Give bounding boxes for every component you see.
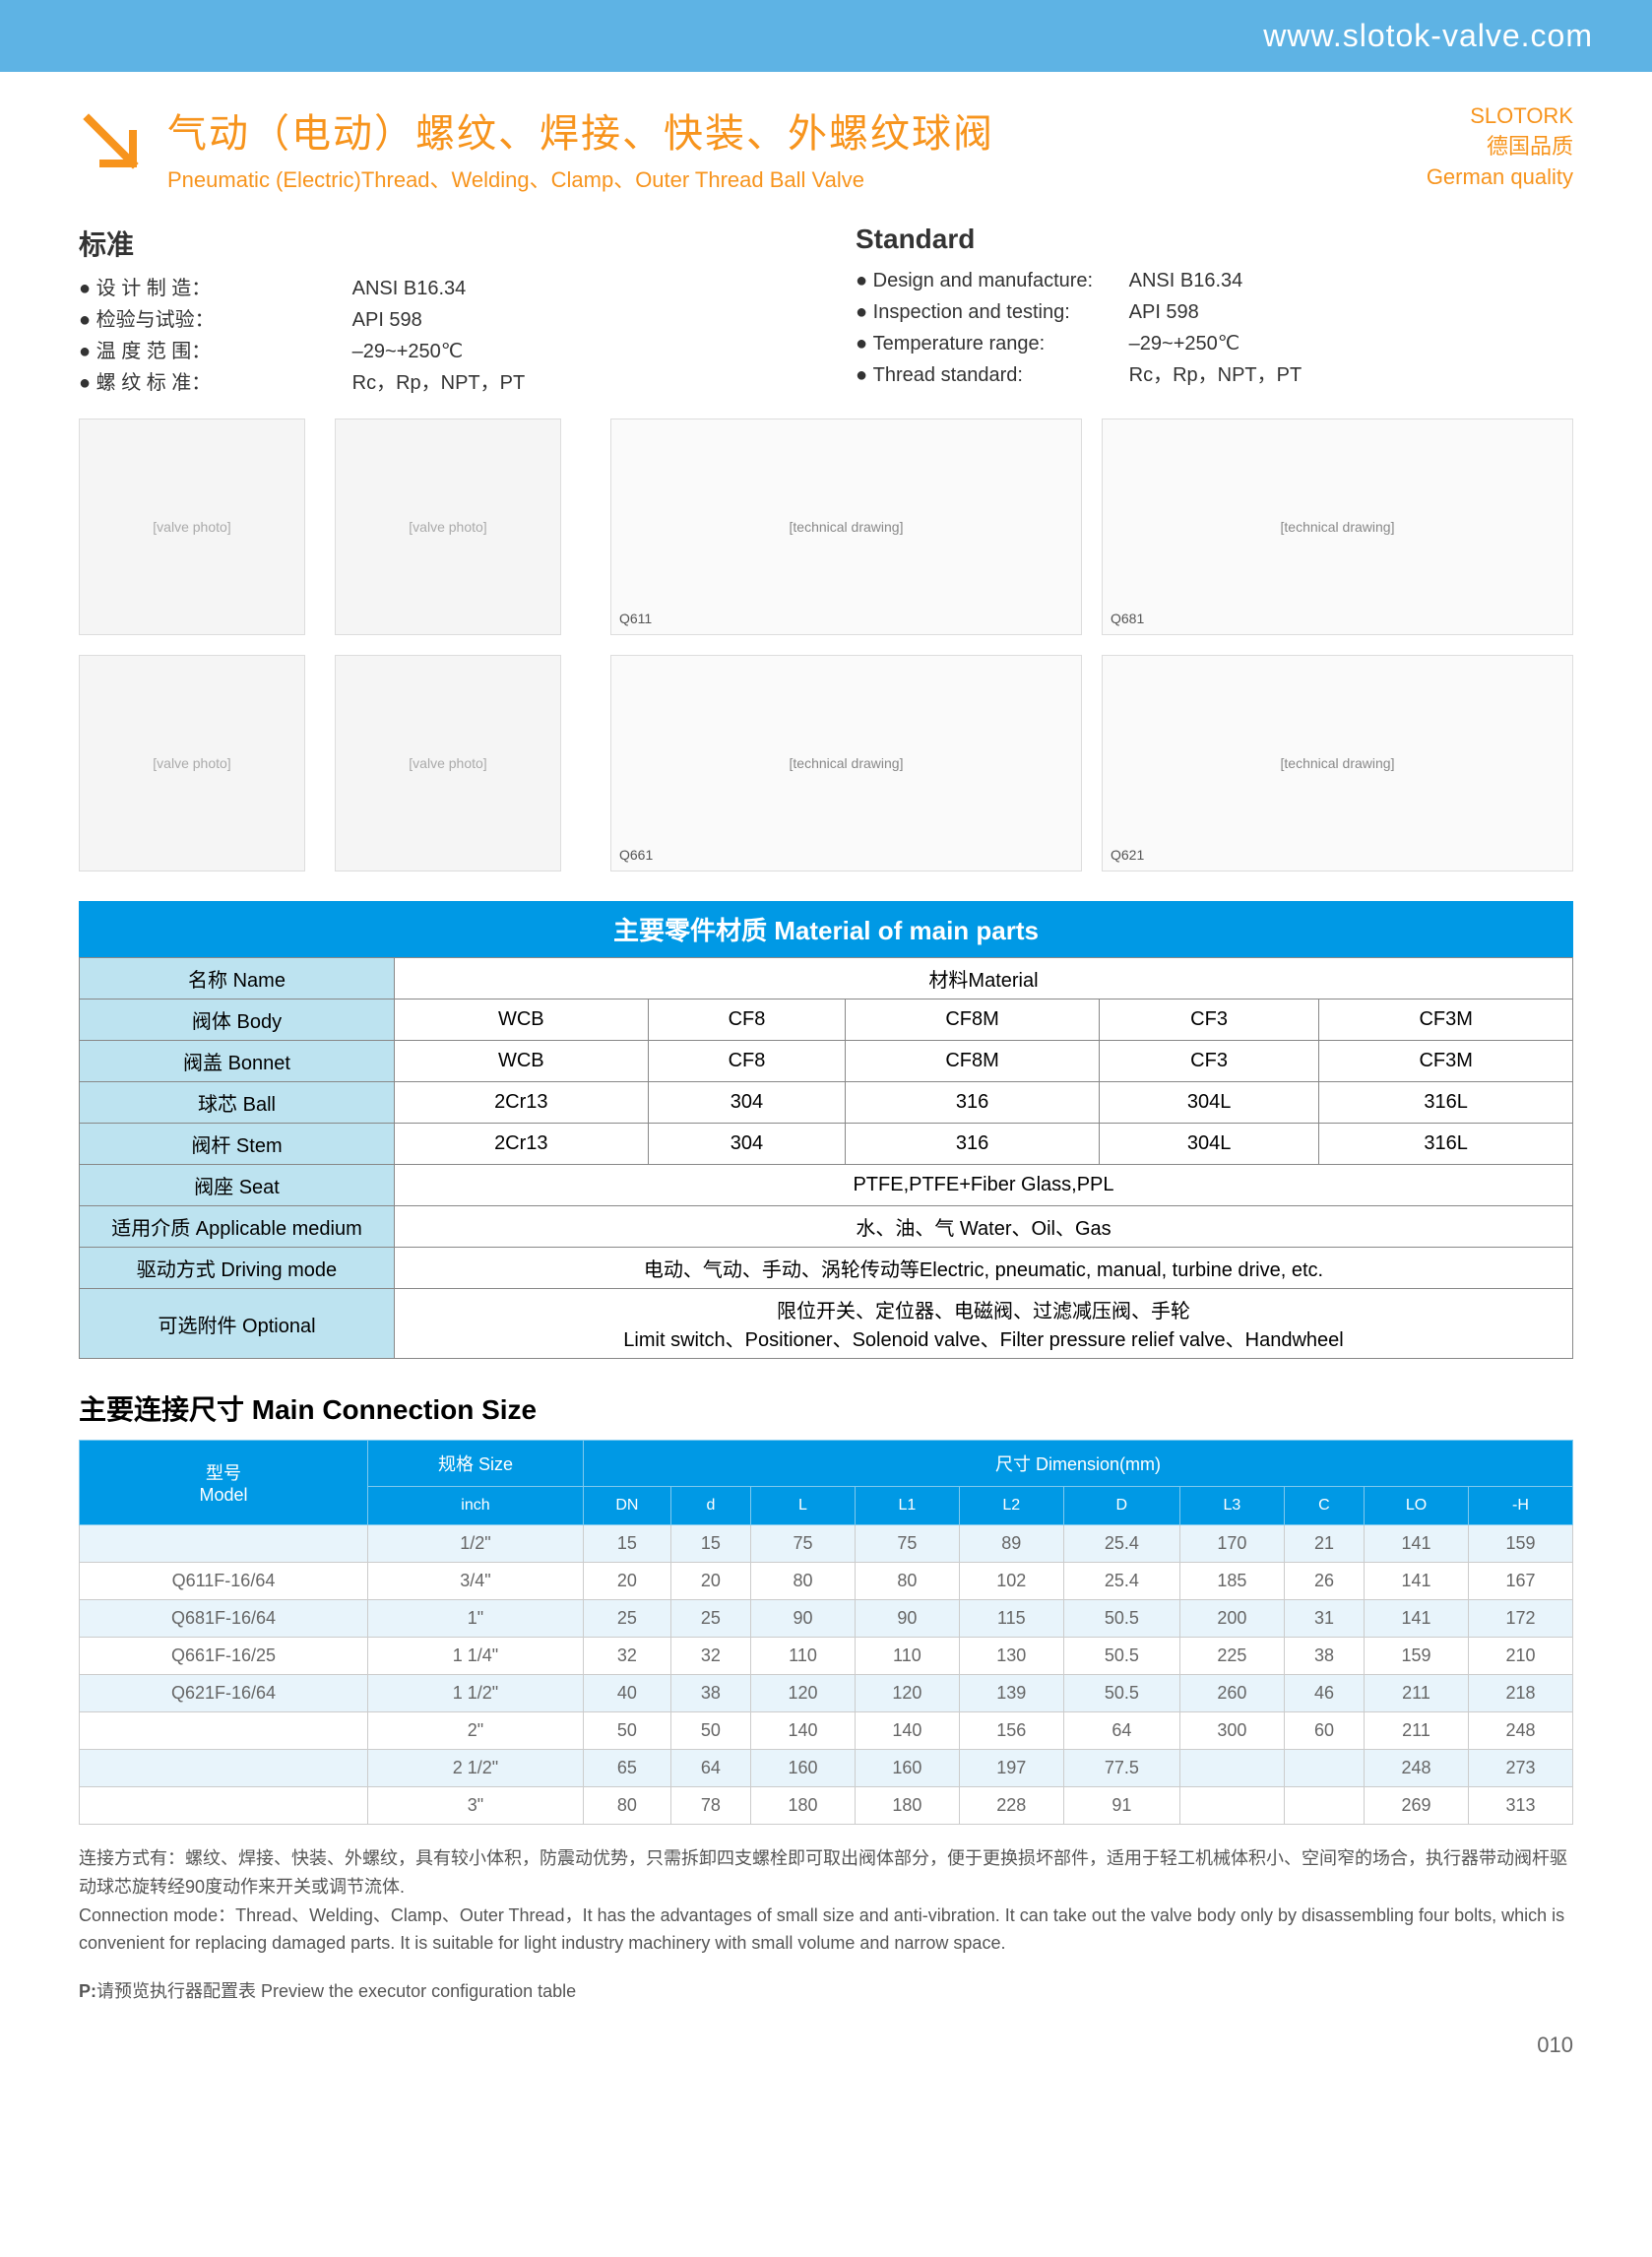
header-url: www.slotok-valve.com xyxy=(1263,18,1593,53)
brand-block: SLOTORK 德国品质 German quality xyxy=(1427,101,1573,192)
standard-item: Thread standard:Rc，Rp，NPT，PT xyxy=(856,359,1573,391)
footer-note: 连接方式有：螺纹、焊接、快装、外螺纹，具有较小体积，防震动优势，只需拆卸四支螺栓… xyxy=(79,1844,1573,1958)
brand-name: SLOTORK xyxy=(1427,101,1573,132)
technical-diagram: [technical drawing]Q661 xyxy=(610,655,1082,871)
standards-en-heading: Standard xyxy=(856,224,1573,255)
standard-item: Temperature range:–29~+250℃ xyxy=(856,328,1573,359)
standards-en: Standard Design and manufacture:ANSI B16… xyxy=(856,224,1573,399)
header-bar: www.slotok-valve.com xyxy=(0,0,1652,72)
product-photo: [valve photo] xyxy=(79,419,305,635)
product-photo: [valve photo] xyxy=(335,655,561,871)
page-content: 气动（电动）螺纹、焊接、快装、外螺纹球阀 Pneumatic (Electric… xyxy=(0,72,1652,2097)
technical-diagram: [technical drawing]Q681 xyxy=(1102,419,1573,635)
standard-item: Inspection and testing:API 598 xyxy=(856,296,1573,328)
product-photo: [valve photo] xyxy=(335,419,561,635)
materials-table: 名称 Name材料Material阀体 BodyWCBCF8CF8MCF3CF3… xyxy=(79,957,1573,1359)
standards: 标准 设 计 制 造：ANSI B16.34检验与试验：API 598温 度 范… xyxy=(79,224,1573,399)
standards-cn-heading: 标准 xyxy=(79,224,796,263)
standard-item: 检验与试验：API 598 xyxy=(79,304,796,336)
materials-heading: 主要零件材质 Material of main parts xyxy=(79,901,1573,957)
standards-cn: 标准 设 计 制 造：ANSI B16.34检验与试验：API 598温 度 范… xyxy=(79,224,796,399)
footer-preview: P:请预览执行器配置表 Preview the executor configu… xyxy=(79,1977,1573,2003)
technical-diagram: [technical drawing]Q621 xyxy=(1102,655,1573,871)
brand-tagline-cn: 德国品质 xyxy=(1427,132,1573,162)
title-text: 气动（电动）螺纹、焊接、快装、外螺纹球阀 Pneumatic (Electric… xyxy=(167,101,1427,194)
dimensions-table: 型号 Model规格 Size尺寸 Dimension(mm)inchDNdLL… xyxy=(79,1440,1573,1825)
title-en: Pneumatic (Electric)Thread、Welding、Clamp… xyxy=(167,162,1427,194)
footer-note-en: Connection mode：Thread、Welding、Clamp、Out… xyxy=(79,1902,1573,1959)
image-row: [valve photo] [valve photo] [valve photo… xyxy=(79,419,1573,871)
page-number: 010 xyxy=(79,2032,1573,2058)
title-cn: 气动（电动）螺纹、焊接、快装、外螺纹球阀 xyxy=(167,101,1427,159)
technical-diagram: [technical drawing]Q611 xyxy=(610,419,1082,635)
standard-item: 温 度 范 围：–29~+250℃ xyxy=(79,336,796,367)
brand-tagline-en: German quality xyxy=(1427,162,1573,193)
dimensions-heading: 主要连接尺寸 Main Connection Size xyxy=(79,1388,1573,1428)
standard-item: 设 计 制 造：ANSI B16.34 xyxy=(79,273,796,304)
standard-item: Design and manufacture:ANSI B16.34 xyxy=(856,265,1573,296)
footer-note-cn: 连接方式有：螺纹、焊接、快装、外螺纹，具有较小体积，防震动优势，只需拆卸四支螺栓… xyxy=(79,1844,1573,1902)
arrow-down-right-icon xyxy=(79,109,148,183)
standard-item: 螺 纹 标 准：Rc，Rp，NPT，PT xyxy=(79,367,796,399)
diagrams: [technical drawing]Q611[technical drawin… xyxy=(610,419,1573,871)
title-row: 气动（电动）螺纹、焊接、快装、外螺纹球阀 Pneumatic (Electric… xyxy=(79,101,1573,194)
product-photo: [valve photo] xyxy=(79,655,305,871)
product-photos: [valve photo] [valve photo] [valve photo… xyxy=(79,419,571,871)
